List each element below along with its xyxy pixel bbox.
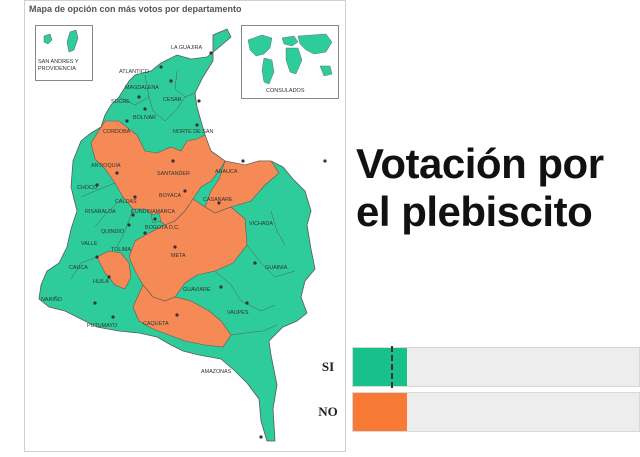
no-region-arauca-casanare [204, 160, 280, 214]
headline: Votación por el plebiscito [356, 140, 640, 236]
label-vaupes: VAUPES [227, 310, 249, 316]
label-sucre: SUCRE [111, 99, 130, 105]
label-amazonas: AMAZONAS [201, 369, 232, 375]
label-huila: HUILA [93, 279, 109, 285]
label-antioquia: ANTIOQUIA [91, 163, 121, 169]
colombia-map: LA GUAJIRA ATLANTICO MAGDALENA CESAR SUC… [38, 28, 327, 442]
label-guainia: GUAINIA [265, 265, 288, 271]
department-labels: LA GUAJIRA ATLANTICO MAGDALENA CESAR SUC… [41, 45, 288, 375]
label-cauca: CAUCA [69, 265, 88, 271]
world-shapes [247, 33, 333, 85]
result-label-no: NO [318, 404, 338, 419]
label-quindio: QUINDIO [101, 229, 124, 235]
capital-dots [93, 51, 327, 439]
no-region-caqueta [132, 284, 232, 348]
result-bar-fill-si [353, 348, 407, 386]
label-caldas: CALDAS [115, 199, 137, 205]
label-santander: SANTANDER [157, 171, 190, 177]
label-guaviare: GUAVIARE [183, 287, 211, 293]
label-atlantico: ATLANTICO [119, 69, 149, 75]
world-inset[interactable]: CONSULADOS [241, 25, 339, 99]
result-bar-track-no [352, 392, 640, 432]
result-row-si: SI [300, 346, 640, 388]
result-bar-fill-no [353, 393, 407, 431]
label-la-guajira: LA GUAJIRA [171, 45, 203, 51]
islands-inset[interactable]: SAN ANDRES Y PROVIDENCIA [35, 25, 93, 81]
label-cundinamarca: CUNDINAMARCA [131, 209, 175, 215]
threshold-marker [391, 346, 393, 388]
label-bolivar: BOLIVAR [133, 115, 156, 121]
no-region-central [128, 198, 248, 302]
map-title: Mapa de opción con más votos por departa… [29, 4, 242, 14]
label-valle: VALLE [81, 241, 98, 247]
label-choco: CHOCO [77, 185, 97, 191]
label-meta: META [171, 253, 186, 259]
label-tolima: TOLIMA [111, 247, 131, 253]
headline-line-1: Votación por [356, 140, 604, 187]
islands-shapes [43, 29, 79, 53]
label-narino: NARIÑO [41, 296, 62, 303]
label-risaralda: RISARALDA [85, 209, 116, 215]
no-region-north [90, 120, 226, 226]
headline-line-2: el plebiscito [356, 188, 593, 235]
result-bar-track-si [352, 346, 640, 388]
label-norte-de-san: NORTE DE SAN [173, 129, 213, 135]
world-label: CONSULADOS [266, 88, 305, 94]
label-casanare: CASANARE [203, 197, 233, 203]
label-caqueta: CAQUETA [143, 321, 169, 327]
label-cesar: CESAR [163, 97, 182, 103]
result-row-no: NO [300, 392, 640, 432]
label-cordoba: CORDOBA [103, 129, 131, 135]
map-panel: Mapa de opción con más votos por departa… [24, 0, 346, 452]
label-boyaca: BOYACA [159, 193, 181, 199]
label-vichada: VICHADA [249, 221, 273, 227]
label-putumayo: PUTUMAYO [87, 323, 117, 329]
label-arauca: ARAUCA [215, 169, 238, 175]
department-borders [70, 70, 296, 336]
label-bogota: BOGOTA D.C. [145, 225, 180, 231]
result-label-si: SI [321, 359, 335, 374]
label-magdalena: MAGDALENA [125, 85, 159, 91]
islands-label: SAN ANDRES Y PROVIDENCIA [38, 59, 79, 72]
